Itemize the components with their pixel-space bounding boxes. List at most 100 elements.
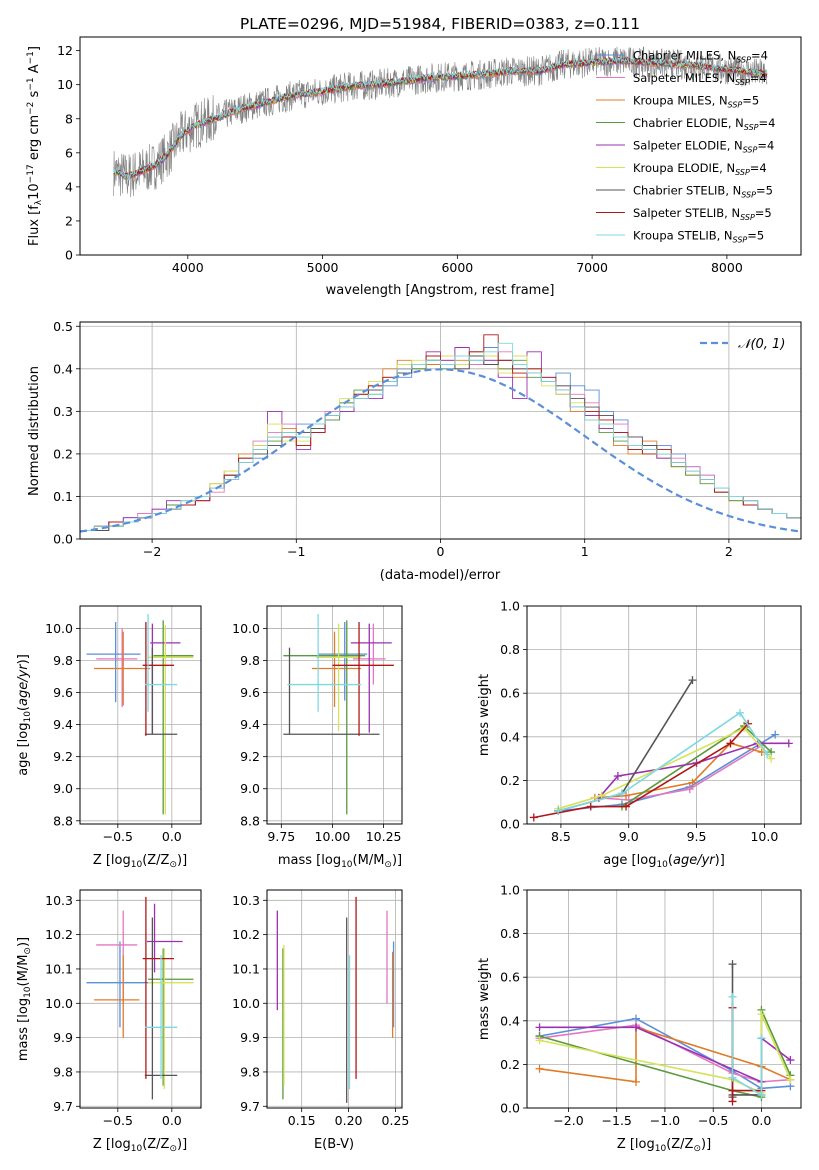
legend-label-subscript: SSP [744, 123, 759, 132]
mass-weight-line [557, 711, 768, 812]
y-tick-label: 9.6 [53, 685, 73, 700]
y-axis-label-part: age [log [16, 723, 31, 776]
mass-weight-marker [726, 739, 735, 748]
x-tick-label: 0.0 [162, 829, 182, 844]
x-tick-label: −2 [143, 544, 161, 559]
x-axis-label: age [log10(age/yr)] [603, 853, 725, 870]
mass-weight-marker [786, 1075, 795, 1084]
mass-weight-line [731, 996, 763, 1097]
y-axis-label: mass [log10(M/M⊙)] [16, 937, 33, 1061]
x-tick-label: 7000 [576, 260, 608, 275]
axes-frame [79, 605, 202, 825]
y-axis-label-part: 10 [23, 711, 33, 723]
y-tick-label: 9.6 [240, 685, 260, 700]
y-axis-label-part: −2 [26, 102, 36, 115]
observed-spectrum-line [113, 46, 768, 198]
mass-weight-marker [622, 791, 631, 800]
y-tick-label: 0.0 [500, 1101, 520, 1116]
y-tick-label: 0.1 [53, 489, 73, 504]
mass-weight-marker [688, 778, 697, 787]
legend-label: Salpeter ELODIE, NSSP=4 [633, 139, 774, 155]
y-tick-label: 12 [57, 43, 73, 58]
legend-label-value: =4 [750, 71, 767, 85]
y-axis-label-part: age/yr [16, 663, 31, 706]
y-tick-label: 10.2 [45, 927, 73, 942]
mass-weight-line [598, 744, 763, 801]
x-axis-label: Z [log10(Z/Z⊙)] [93, 1137, 187, 1154]
x-axis-label-part: )] [715, 853, 725, 868]
y-axis-label-part: mass [log [16, 998, 31, 1061]
legend-label-subscript: SSP [740, 213, 755, 222]
axes-frame [526, 889, 802, 1109]
x-axis-label-part: (Z/Z [666, 1137, 693, 1152]
legend-label-text: Kroupa ELODIE, N [633, 161, 735, 175]
y-tick-label: 9.0 [53, 781, 73, 796]
mass-vs-ebv-panel: 0.15 0.20 0.25 9.7 9.8 9.9 10.0 10.1 10.2 10.3 E(B… [232, 889, 409, 1152]
legend-label-subscript: SSP [741, 191, 756, 200]
y-tick-label: 0.2 [53, 446, 73, 461]
y-tick-label: 9.9 [53, 1030, 73, 1045]
x-axis-label-part: ( [668, 853, 673, 868]
y-tick-label: 4 [65, 179, 73, 194]
x-tick-label: 10.00 [315, 829, 351, 844]
spectrum-panel: 4000 5000 6000 7000 8000 0 2 4 6 8 10 12 Chabrier MI… [26, 36, 802, 298]
x-axis-label-part: (Z/Z [142, 853, 169, 868]
mass-weight-marker [757, 1034, 766, 1043]
axes-frame [79, 321, 802, 540]
y-axis-label-part: ( [16, 706, 31, 711]
legend-label-text: Kroupa MILES, N [633, 94, 728, 108]
y-tick-label: 2 [65, 213, 73, 228]
residuals-panel: −2 −1 0 1 2 0.0 0.1 0.2 0.3 0.4 0.5 𝒩(0, 1) (data-mo… [27, 319, 802, 583]
y-axis-label-part: )] [16, 654, 31, 664]
x-axis-label-part: )] [177, 853, 187, 868]
x-axis-label-part: )] [392, 853, 402, 868]
y-tick-label: 0.0 [500, 817, 520, 832]
x-axis-label-part: ⊙ [384, 860, 392, 870]
axes-frame [79, 36, 802, 256]
y-axis-label-part: erg cm [27, 115, 42, 164]
mass-weight-marker [535, 1023, 544, 1032]
y-axis-label: Flux [fλ10−17 erg cm−2 s−1 A−1] [26, 46, 44, 246]
x-tick-label: −0.5 [103, 1113, 133, 1128]
x-axis-label-part: Z [log [93, 1137, 131, 1152]
mass-weight-marker [622, 802, 631, 811]
mass-vs-metallicity-panel: −0.5 0.09.79.89.910.010.110.210.3Z [log10… [16, 889, 202, 1154]
y-tick-label: 0.8 [500, 642, 520, 657]
y-tick-label: 9.8 [240, 653, 260, 668]
x-tick-label: 2 [725, 544, 733, 559]
mass-weight-marker [554, 806, 563, 815]
legend-label: Kroupa STELIB, NSSP=5 [633, 229, 764, 245]
y-tick-label: 0 [65, 248, 73, 263]
x-tick-label: −0.5 [698, 1113, 728, 1128]
x-axis-label-part: )] [701, 1137, 711, 1152]
y-tick-label: 10.0 [45, 996, 73, 1011]
figure-title: PLATE=0296, MJD=51984, FIBERID=0383, z=0… [240, 15, 640, 33]
y-axis-label-part: −1 [26, 51, 36, 64]
model-spectrum-line [113, 56, 768, 179]
legend-label-value: =5 [747, 229, 764, 243]
x-tick-label: 8000 [711, 260, 743, 275]
mass-weight-marker [757, 1010, 766, 1019]
y-tick-label: 9.4 [53, 717, 73, 732]
y-tick-label: 8.8 [53, 813, 73, 828]
x-tick-label: 0 [437, 544, 445, 559]
x-axis-label-part: ⊙ [169, 1144, 177, 1154]
y-tick-label: 10.0 [232, 996, 260, 1011]
legend-label-text: Kroupa STELIB, N [633, 229, 733, 243]
legend-label-value: =5 [756, 184, 773, 198]
x-tick-label: 9.75 [267, 829, 295, 844]
x-axis-label-part: (Z/Z [142, 1137, 169, 1152]
x-axis-label-part: age [log [603, 853, 656, 868]
legend-label-subscript: SSP [733, 236, 748, 245]
y-tick-label: 9.8 [240, 1064, 260, 1079]
y-tick-label: 10.3 [45, 893, 73, 908]
y-axis-label-part: ] [27, 46, 42, 51]
y-axis-label-part: )] [16, 937, 31, 947]
x-tick-label: 0.0 [162, 1113, 182, 1128]
x-tick-label: 1 [581, 544, 589, 559]
x-tick-label: 9.0 [619, 829, 639, 844]
x-axis-label-part: mass [log [278, 853, 341, 868]
y-axis-label-part: −17 [26, 164, 36, 183]
legend-label: Chabrier ELODIE, NSSP=4 [633, 116, 775, 132]
legend-label-subscript: SSP [736, 56, 751, 65]
